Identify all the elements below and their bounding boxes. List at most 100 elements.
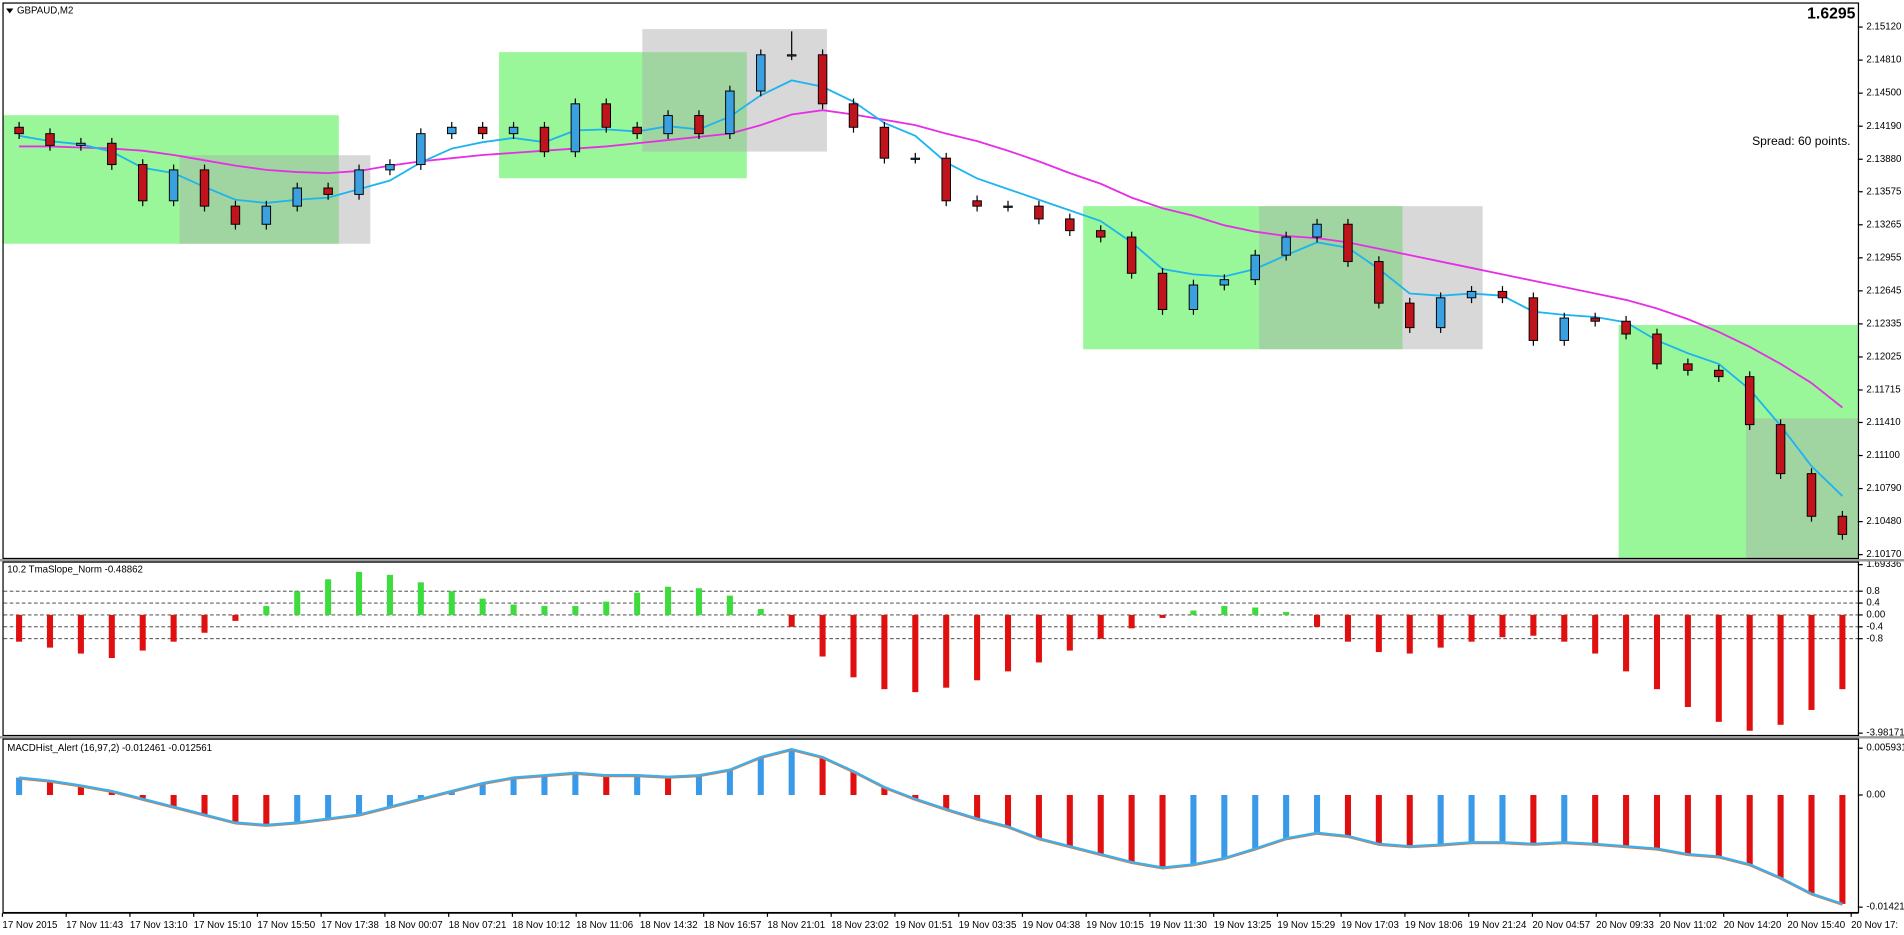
candle-body [1250, 254, 1260, 281]
histogram-bar [665, 586, 672, 615]
y-tick-label: 2.12955 [1866, 252, 1901, 263]
candle-body [199, 169, 210, 207]
y-tick-label: 0.005931 [1866, 743, 1904, 754]
x-tick-label: 19 Nov 01:51 [895, 920, 953, 931]
candle-body [1126, 236, 1137, 274]
candle-body [1528, 297, 1539, 341]
candle-body [1466, 290, 1477, 299]
histogram-bar [1746, 614, 1753, 731]
histogram-bar [1097, 614, 1104, 639]
histogram-bar [695, 775, 703, 795]
candle-body [1744, 376, 1755, 426]
histogram-bar [1468, 794, 1475, 843]
histogram-bar [726, 769, 733, 795]
histogram-bar [1159, 794, 1166, 868]
histogram-bar [1159, 614, 1166, 618]
tma-frame [2, 561, 1860, 737]
y-tick-label: 0.8 [1866, 586, 1879, 597]
x-tick-label: 20 Nov 15:40 [1787, 920, 1845, 931]
histogram-bar [294, 794, 301, 823]
x-tick-label: 17 Nov 15:50 [257, 920, 315, 931]
histogram-bar [1808, 794, 1815, 894]
histogram-bar [108, 791, 115, 795]
main-frame [2, 2, 1860, 560]
candle-body [1590, 317, 1600, 322]
histogram-bar [139, 794, 146, 799]
histogram-bar [1777, 614, 1784, 725]
y-tick-label: 2.11410 [1866, 417, 1901, 428]
histogram-bar [170, 614, 177, 642]
spread-label: Spread: 60 points. [1752, 134, 1850, 148]
candle-body [539, 126, 550, 153]
histogram-bar [1406, 614, 1413, 654]
x-tick-label: 20 Nov 14:20 [1724, 920, 1782, 931]
plot-layer: 2.10170 2.10480 2.10790 2.11100 2.11410 2.117… [1, 22, 1904, 931]
histogram-bar [263, 606, 270, 615]
x-tick-label: 18 Nov 10:12 [512, 920, 570, 931]
candle-body [1095, 230, 1106, 238]
histogram-bar [108, 614, 115, 659]
histogram-bar [386, 794, 393, 807]
y-tick-label: 2.13880 [1866, 154, 1902, 165]
x-tick-label: 17 Nov 11:43 [66, 920, 123, 931]
histogram-bar [16, 777, 23, 795]
histogram-bar [1066, 614, 1073, 651]
price-label: 1.6295 [1807, 6, 1855, 23]
histogram-bar [479, 783, 486, 795]
candle-body [1065, 218, 1075, 232]
histogram-bar [1066, 794, 1073, 847]
candle-body [756, 54, 766, 92]
x-tick-label: 19 Nov 11:30 [1150, 920, 1208, 931]
candle-body [508, 126, 519, 135]
histogram-bar [541, 606, 548, 615]
histogram-bar [1437, 614, 1444, 648]
x-tick-label: 18 Nov 14:32 [640, 920, 698, 931]
histogram-bar [46, 780, 54, 795]
histogram-bar [850, 771, 857, 795]
candle-body [1281, 236, 1291, 256]
histogram-bar [325, 794, 332, 819]
histogram-bar [201, 614, 208, 633]
histogram-bar [1128, 794, 1135, 863]
x-tick-label: 19 Nov 18:06 [1405, 920, 1463, 931]
candle-body [1806, 473, 1817, 517]
histogram-bar [1004, 614, 1012, 672]
histogram-bar [170, 794, 177, 807]
histogram-bar [417, 794, 424, 799]
histogram-bar [1314, 614, 1321, 627]
y-tick-label: -0.8 [1866, 633, 1883, 644]
histogram-bar [355, 571, 363, 615]
histogram-bar [479, 598, 486, 615]
histogram-bar [1252, 607, 1259, 615]
histogram-bar [16, 614, 23, 642]
x-tick-label: 18 Nov 21:01 [767, 920, 825, 931]
y-tick-label: 2.14190 [1866, 121, 1902, 132]
candle-body [323, 187, 333, 195]
x-tick-label: 20 Nov 09:33 [1596, 920, 1654, 931]
candle-body [817, 54, 828, 105]
histogram-bar [541, 775, 548, 795]
candle-body [1405, 302, 1415, 329]
candle-body [168, 169, 179, 202]
candle-body [1621, 320, 1631, 335]
candle-body [941, 157, 951, 202]
moving-average [18, 79, 1844, 497]
candle-body [1435, 297, 1446, 329]
candle-body [1652, 333, 1662, 365]
y-tick-label: 2.11100 [1866, 450, 1900, 461]
histogram-bar [603, 601, 610, 615]
histogram-bar [1437, 794, 1444, 845]
candle-body [385, 164, 395, 171]
histogram-bar [1283, 611, 1290, 615]
x-tick-label: 17 Nov 17:38 [321, 920, 379, 931]
candle-body [416, 133, 426, 166]
candle-body [14, 126, 24, 135]
histogram-bar [1746, 794, 1753, 865]
signal-line [18, 747, 1843, 906]
x-tick-label: 19 Nov 15:29 [1277, 920, 1335, 931]
x-tick-label: 17 Nov 13:10 [130, 920, 188, 931]
candle-body [1497, 290, 1508, 299]
candle-body [910, 157, 921, 160]
